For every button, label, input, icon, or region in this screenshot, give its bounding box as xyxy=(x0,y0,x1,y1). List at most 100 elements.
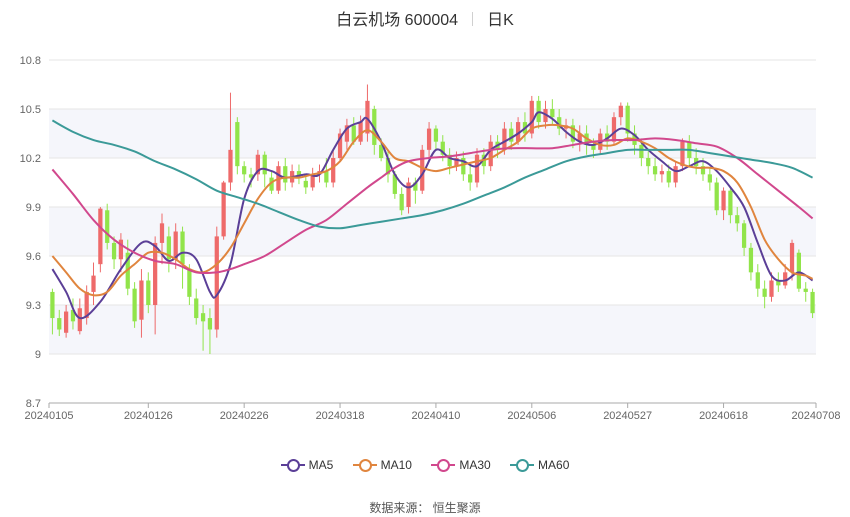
candle-down xyxy=(207,308,213,354)
candle-down xyxy=(166,226,171,273)
candle-body xyxy=(625,105,630,134)
candle-body xyxy=(105,210,110,243)
candle-body xyxy=(91,275,96,292)
candle-up xyxy=(426,122,432,158)
candle-body xyxy=(570,125,576,142)
candle-up xyxy=(228,92,233,191)
x-axis: 20240105 20240126 20240226 20240318 20240410… xyxy=(25,402,840,422)
candle-down xyxy=(50,288,55,335)
candle-down xyxy=(728,187,733,224)
candle-body xyxy=(577,133,582,142)
candle-up xyxy=(769,272,774,302)
candle-up xyxy=(515,117,521,145)
candle-body xyxy=(296,171,302,178)
candle-down xyxy=(57,309,62,337)
y-tick-label: 8.7 xyxy=(26,398,41,410)
candle-up xyxy=(84,285,89,325)
candle-body xyxy=(242,166,247,175)
candle-body xyxy=(118,239,124,260)
candle-down xyxy=(735,207,740,232)
candle-body xyxy=(221,182,226,237)
candle-body xyxy=(769,280,774,297)
candle-up xyxy=(91,262,96,305)
legend-label-ma60: MA60 xyxy=(538,458,570,472)
x-tick-label: 20240527 xyxy=(603,410,652,422)
candle-up xyxy=(365,84,370,142)
candle-down xyxy=(180,226,185,289)
candle-down xyxy=(433,125,439,150)
y-tick-label: 9.6 xyxy=(26,251,41,263)
plot-band xyxy=(49,305,816,354)
candle-up xyxy=(721,187,726,221)
legend-swatch-ma30 xyxy=(431,458,456,472)
candle-down xyxy=(803,282,808,302)
candle-body xyxy=(543,109,548,123)
candle-body xyxy=(557,117,562,129)
series-line-ma10 xyxy=(51,123,814,297)
candle-up xyxy=(577,125,582,152)
candle-down xyxy=(550,99,555,126)
candle-body xyxy=(776,280,781,286)
candle-body xyxy=(98,208,103,265)
candlestick-chart: 8.799.39.69.910.210.510.8 20240105 202401… xyxy=(20,55,841,422)
candle-body xyxy=(680,141,685,167)
legend-label-ma10: MA10 xyxy=(380,458,412,472)
candle-body xyxy=(803,288,808,292)
candle-body xyxy=(433,128,439,142)
candle-body xyxy=(132,288,137,322)
candle-body xyxy=(228,149,233,183)
candle-down xyxy=(296,164,302,185)
candle-body xyxy=(344,125,350,142)
candle-up xyxy=(118,233,124,273)
candle-down xyxy=(146,272,151,314)
candle-up xyxy=(673,161,678,188)
legend-swatch-ma10 xyxy=(352,458,377,472)
candle-body xyxy=(255,154,260,175)
candle-up xyxy=(659,164,665,183)
legend-item-ma30[interactable]: MA30 xyxy=(431,458,491,472)
candle-body xyxy=(789,242,795,273)
candle-down xyxy=(248,167,254,188)
candle-body xyxy=(248,174,254,178)
candle-down xyxy=(399,187,404,216)
candle-up xyxy=(221,180,226,240)
candle-body xyxy=(728,190,733,216)
candle-body xyxy=(331,158,336,183)
candle-body xyxy=(200,313,206,322)
legend-item-ma10[interactable]: MA10 xyxy=(352,458,412,472)
legend-item-ma60[interactable]: MA60 xyxy=(510,458,569,472)
candle-down xyxy=(646,151,651,175)
x-tick-label: 20240226 xyxy=(220,410,269,422)
candle-body xyxy=(180,231,185,265)
candle-body xyxy=(173,231,178,260)
candle-body xyxy=(159,223,165,243)
candle-body xyxy=(488,141,493,167)
candle-up xyxy=(331,149,336,188)
y-axis-labels: 8.7 9 9.3 9.6 9.9 10.2 10.5 10.8 xyxy=(20,55,41,410)
candle-down xyxy=(235,117,240,175)
candle-up xyxy=(214,226,219,338)
candle-body xyxy=(474,154,480,183)
candle-up xyxy=(474,148,480,188)
candle-up xyxy=(529,95,534,139)
candle-body xyxy=(269,177,274,191)
legend-item-ma5[interactable]: MA5 xyxy=(280,458,333,472)
stock-name: 白云机场 600004 xyxy=(336,12,459,29)
candle-up xyxy=(63,305,69,338)
candle-body xyxy=(153,242,158,305)
candle-up xyxy=(618,102,623,126)
candle-body xyxy=(57,318,62,330)
candle-body xyxy=(611,117,617,142)
x-tick-label: 20240506 xyxy=(507,410,556,422)
candle-down xyxy=(707,167,712,191)
candle-down xyxy=(557,109,562,136)
period-label[interactable]: 日K xyxy=(487,12,514,29)
candle-body xyxy=(283,166,288,183)
candle-body xyxy=(748,247,754,273)
candle-up xyxy=(337,128,343,162)
candle-up xyxy=(153,236,158,335)
candle-down xyxy=(570,118,576,149)
candle-body xyxy=(146,280,151,305)
candle-body xyxy=(426,128,432,150)
candle-body xyxy=(399,193,404,211)
